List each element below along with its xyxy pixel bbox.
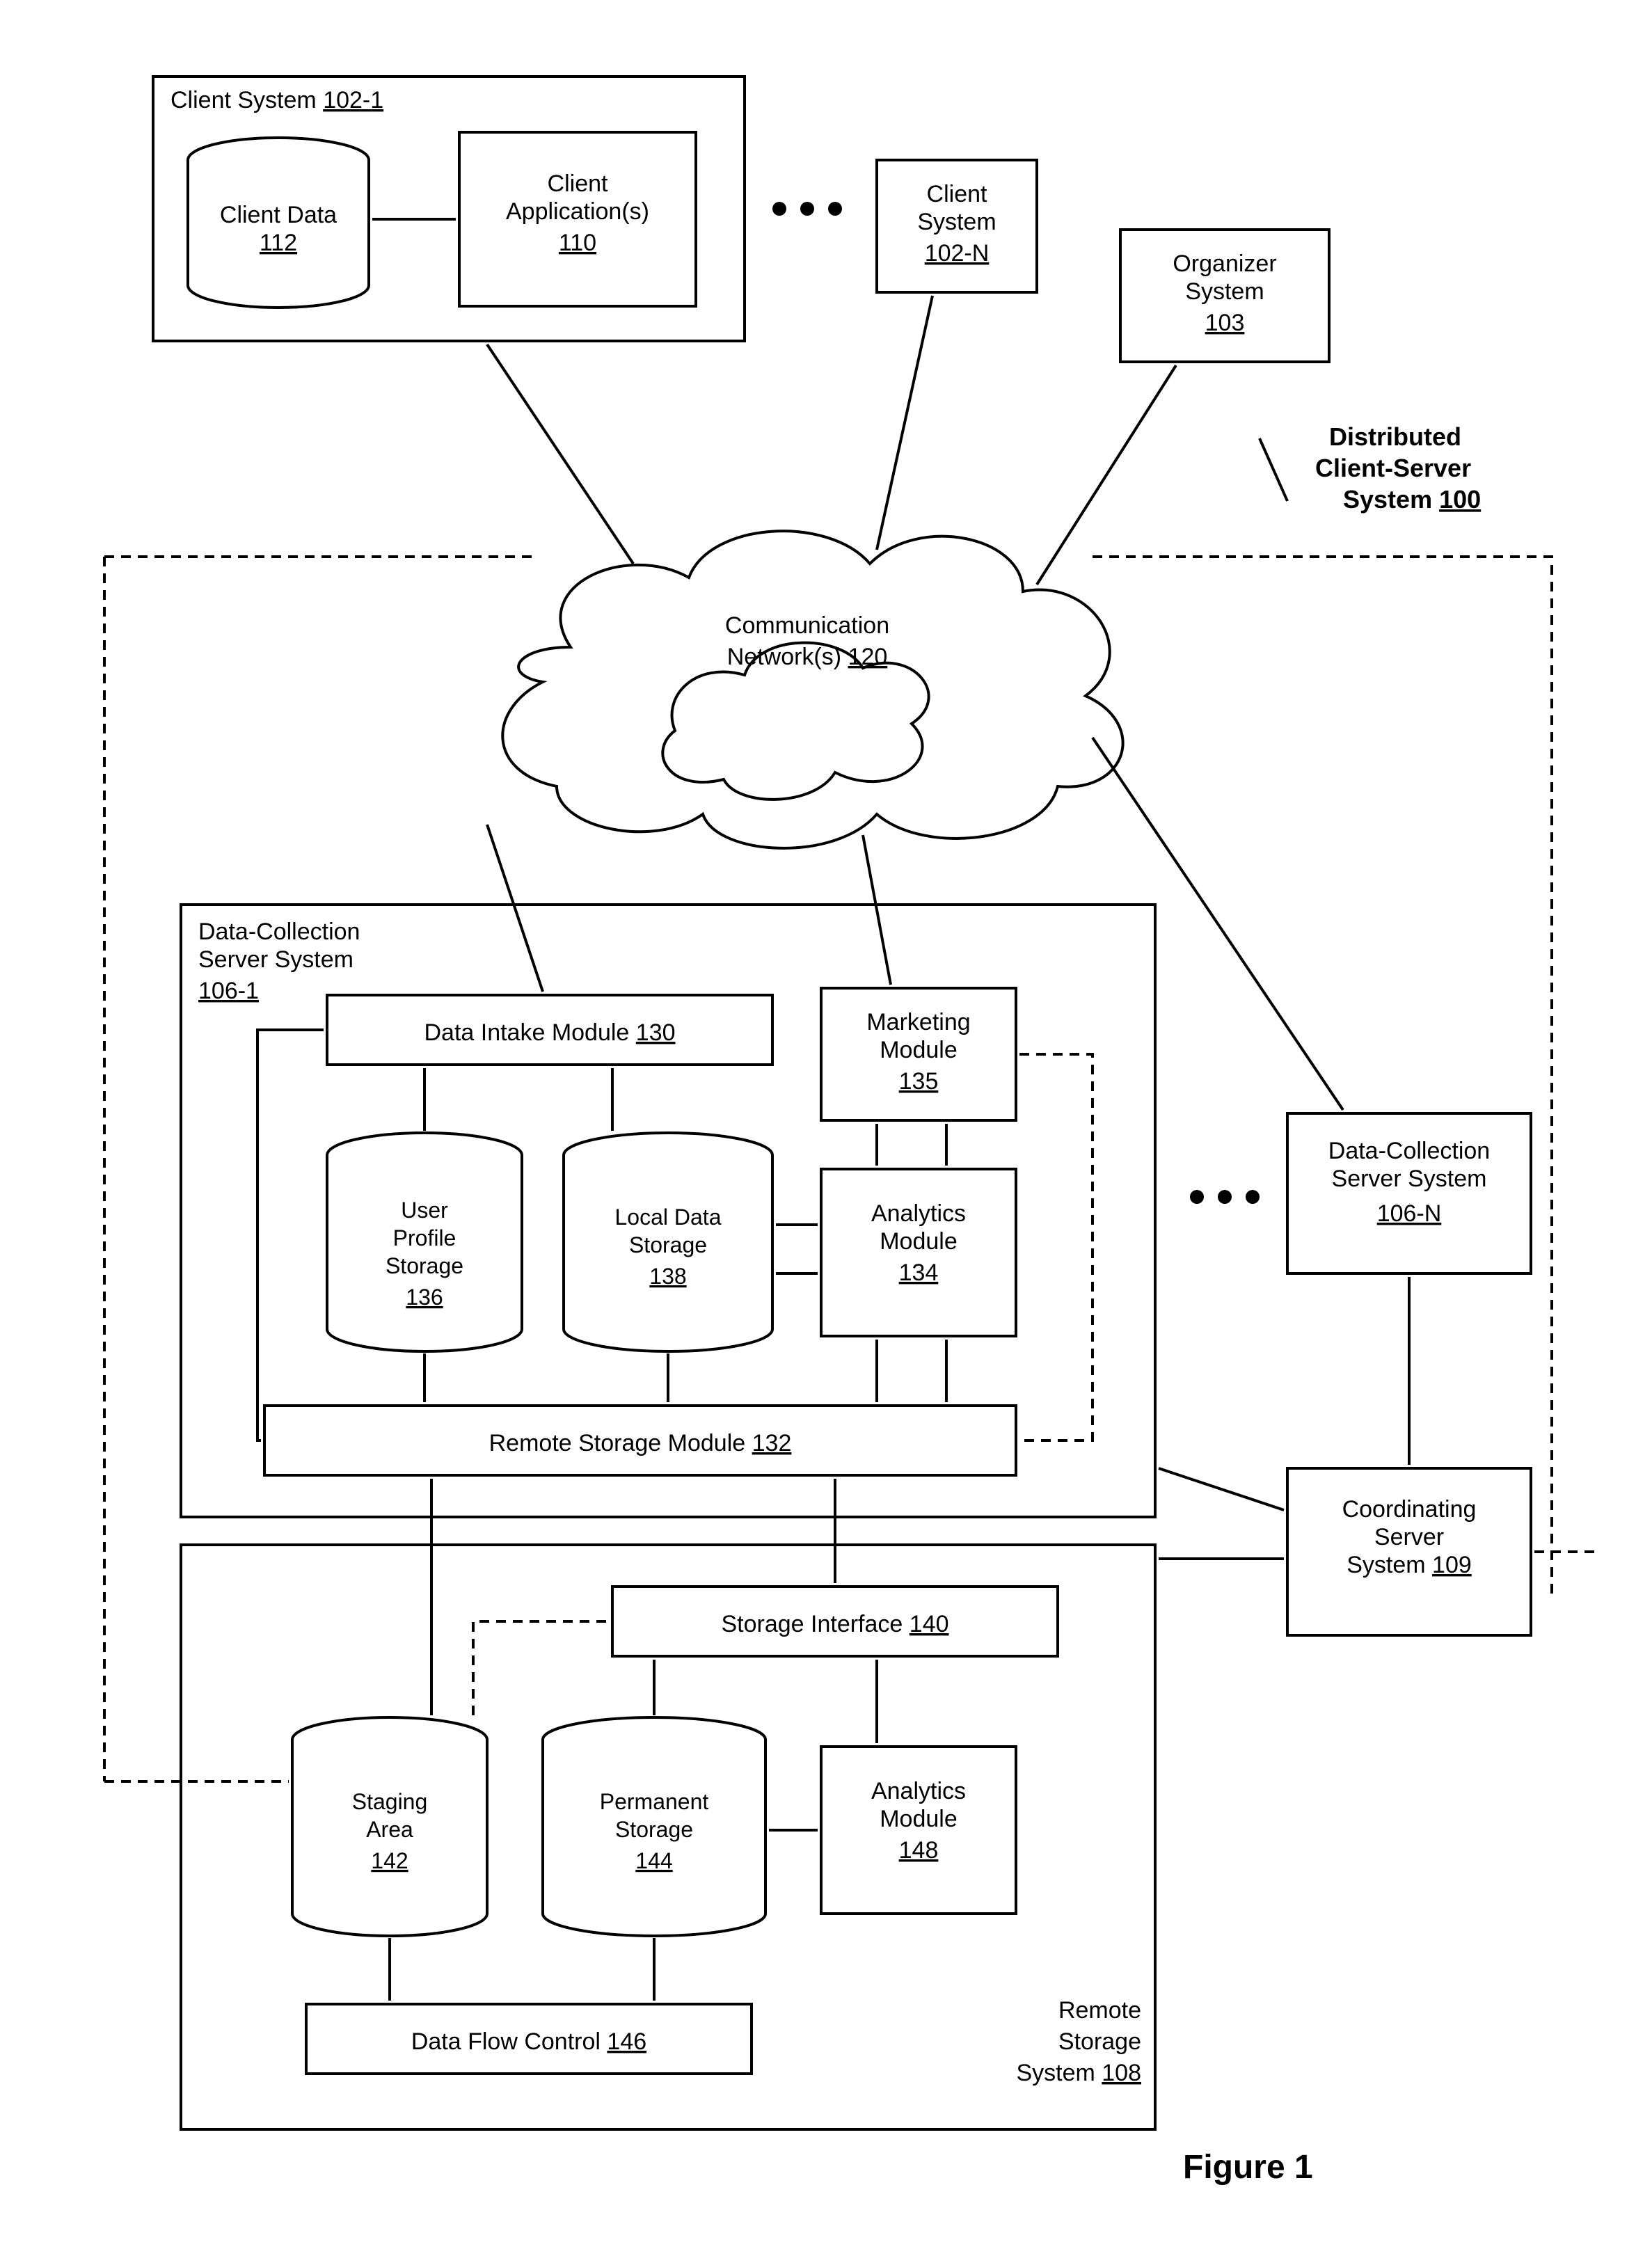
client-apps-box: Client Application(s) 110 xyxy=(459,132,696,306)
client-data-cylinder: Client Data 112 xyxy=(188,138,369,308)
rss-ref: 108 xyxy=(1102,2060,1141,2086)
sys100-l3: System xyxy=(1343,485,1432,514)
ld-l1: Local Data xyxy=(615,1205,722,1230)
csn-l2: System xyxy=(917,209,996,235)
org-l2: System xyxy=(1185,278,1264,305)
svg-text:Data Intake Module 130: Data Intake Module 130 xyxy=(424,1019,675,1046)
dc1-ref: 106-1 xyxy=(198,978,259,1004)
ellipsis-servers xyxy=(1190,1190,1260,1204)
intake-label: Data Intake Module xyxy=(424,1019,629,1046)
arrow-coord-dc1 xyxy=(1159,1468,1284,1510)
dcn-ref: 106-N xyxy=(1377,1200,1442,1227)
dc-server-n: Data-Collection Server System 106-N xyxy=(1287,1113,1531,1273)
coord-ref: 109 xyxy=(1432,1552,1472,1578)
org-l1: Organizer xyxy=(1173,251,1276,277)
dfc-ref: 146 xyxy=(607,2028,646,2055)
perm-l2: Storage xyxy=(615,1817,693,1842)
up-l1: User xyxy=(401,1198,448,1223)
svg-text:Remote Storage Module 132: Remote Storage Module 132 xyxy=(489,1430,792,1456)
mkt-l1: Marketing xyxy=(866,1009,970,1035)
stg-ref: 142 xyxy=(371,1848,408,1873)
svg-text:Data Flow Control 146: Data Flow Control 146 xyxy=(411,2028,646,2055)
stg-l2: Area xyxy=(366,1817,413,1842)
arrow-client1-cloud xyxy=(487,344,633,564)
stg-l1: Staging xyxy=(352,1789,428,1814)
svg-text:System 109: System 109 xyxy=(1347,1552,1472,1578)
client-system-n: Client System 102-N xyxy=(877,160,1037,292)
a2-l2: Module xyxy=(880,1806,958,1832)
arrow-org-cloud xyxy=(1037,365,1176,585)
rsm-ref: 132 xyxy=(752,1430,792,1456)
client-apps-l1: Client xyxy=(548,170,608,197)
ld-l2: Storage xyxy=(629,1232,707,1257)
svg-text:System 108: System 108 xyxy=(1016,2060,1141,2086)
svg-text:System 100: System 100 xyxy=(1343,485,1481,514)
a1-ref: 134 xyxy=(899,1260,939,1286)
mkt-l2: Module xyxy=(880,1037,958,1063)
arrow-clientn-cloud xyxy=(877,296,932,550)
org-ref: 103 xyxy=(1205,310,1245,336)
a2-l1: Analytics xyxy=(871,1778,966,1804)
coord-server: Coordinating Server System 109 xyxy=(1287,1468,1531,1635)
perm-l1: Permanent xyxy=(600,1789,709,1814)
svg-text:Network(s) 120: Network(s) 120 xyxy=(727,644,888,670)
a2-ref: 148 xyxy=(899,1837,939,1864)
si-ref: 140 xyxy=(910,1611,949,1637)
remote-storage-system: Storage Interface 140 Staging Area 142 P… xyxy=(181,1479,1155,2129)
intake-ref: 130 xyxy=(636,1019,676,1046)
dc1-l1: Data-Collection xyxy=(198,919,360,945)
ellipsis-clients xyxy=(772,202,842,216)
perm-ref: 144 xyxy=(635,1848,672,1873)
sys100-ref: 100 xyxy=(1439,485,1481,514)
permanent-cylinder: Permanent Storage 144 xyxy=(543,1717,765,1936)
rsm-label: Remote Storage Module xyxy=(489,1430,746,1456)
a1-l1: Analytics xyxy=(871,1200,966,1227)
rss-l3: System xyxy=(1016,2060,1095,2086)
organizer-system: Organizer System 103 xyxy=(1120,230,1329,362)
ld-ref: 138 xyxy=(649,1264,686,1289)
csn-l1: Client xyxy=(927,181,987,207)
cloud-network: Communication Network(s) 120 xyxy=(502,531,1122,848)
client-system-1: Client System 102-1 Client Data 112 Clie… xyxy=(153,77,745,341)
local-data-cylinder: Local Data Storage 138 xyxy=(564,1133,772,1351)
rss-l2: Storage xyxy=(1058,2028,1141,2055)
figure-title: Figure 1 xyxy=(1183,2149,1313,2186)
dfc-label: Data Flow Control xyxy=(411,2028,601,2055)
svg-text:Storage Interface 140: Storage Interface 140 xyxy=(721,1611,948,1637)
client-apps-l2: Application(s) xyxy=(506,198,649,225)
user-profile-cylinder: User Profile Storage 136 xyxy=(327,1133,522,1351)
coord-l1: Coordinating xyxy=(1342,1496,1477,1523)
up-ref: 136 xyxy=(406,1285,443,1310)
dcn-l1: Data-Collection xyxy=(1328,1138,1490,1164)
client-data-label: Client Data xyxy=(220,202,337,228)
sys100-l2: Client-Server xyxy=(1315,454,1471,482)
up-l3: Storage xyxy=(386,1253,463,1278)
system-diagram: Client System 102-1 Client Data 112 Clie… xyxy=(0,0,1652,2256)
mkt-ref: 135 xyxy=(899,1068,939,1095)
cloud-ref: 120 xyxy=(848,644,888,670)
staging-cylinder: Staging Area 142 xyxy=(292,1717,487,1936)
client-data-ref: 112 xyxy=(260,230,297,256)
client-system-1-title: Client System 102-1 xyxy=(170,87,383,113)
sys100-l1: Distributed xyxy=(1329,422,1461,451)
cloud-l2: Network(s) xyxy=(727,644,841,670)
dcn-l2: Server System xyxy=(1332,1166,1487,1192)
client-apps-ref: 110 xyxy=(559,230,596,256)
coord-l2: Server xyxy=(1374,1524,1444,1550)
cloud-l1: Communication xyxy=(725,612,889,639)
system-100-label: Distributed Client-Server System 100 xyxy=(1260,422,1481,514)
up-l2: Profile xyxy=(393,1225,456,1250)
dc1-l2: Server System xyxy=(198,946,354,973)
coord-l3: System xyxy=(1347,1552,1425,1578)
dc-server-1: Data-Collection Server System 106-1 Data… xyxy=(181,825,1155,1517)
si-label: Storage Interface xyxy=(721,1611,903,1637)
csn-ref: 102-N xyxy=(925,240,990,267)
rss-l1: Remote xyxy=(1058,1997,1141,2024)
a1-l2: Module xyxy=(880,1228,958,1255)
